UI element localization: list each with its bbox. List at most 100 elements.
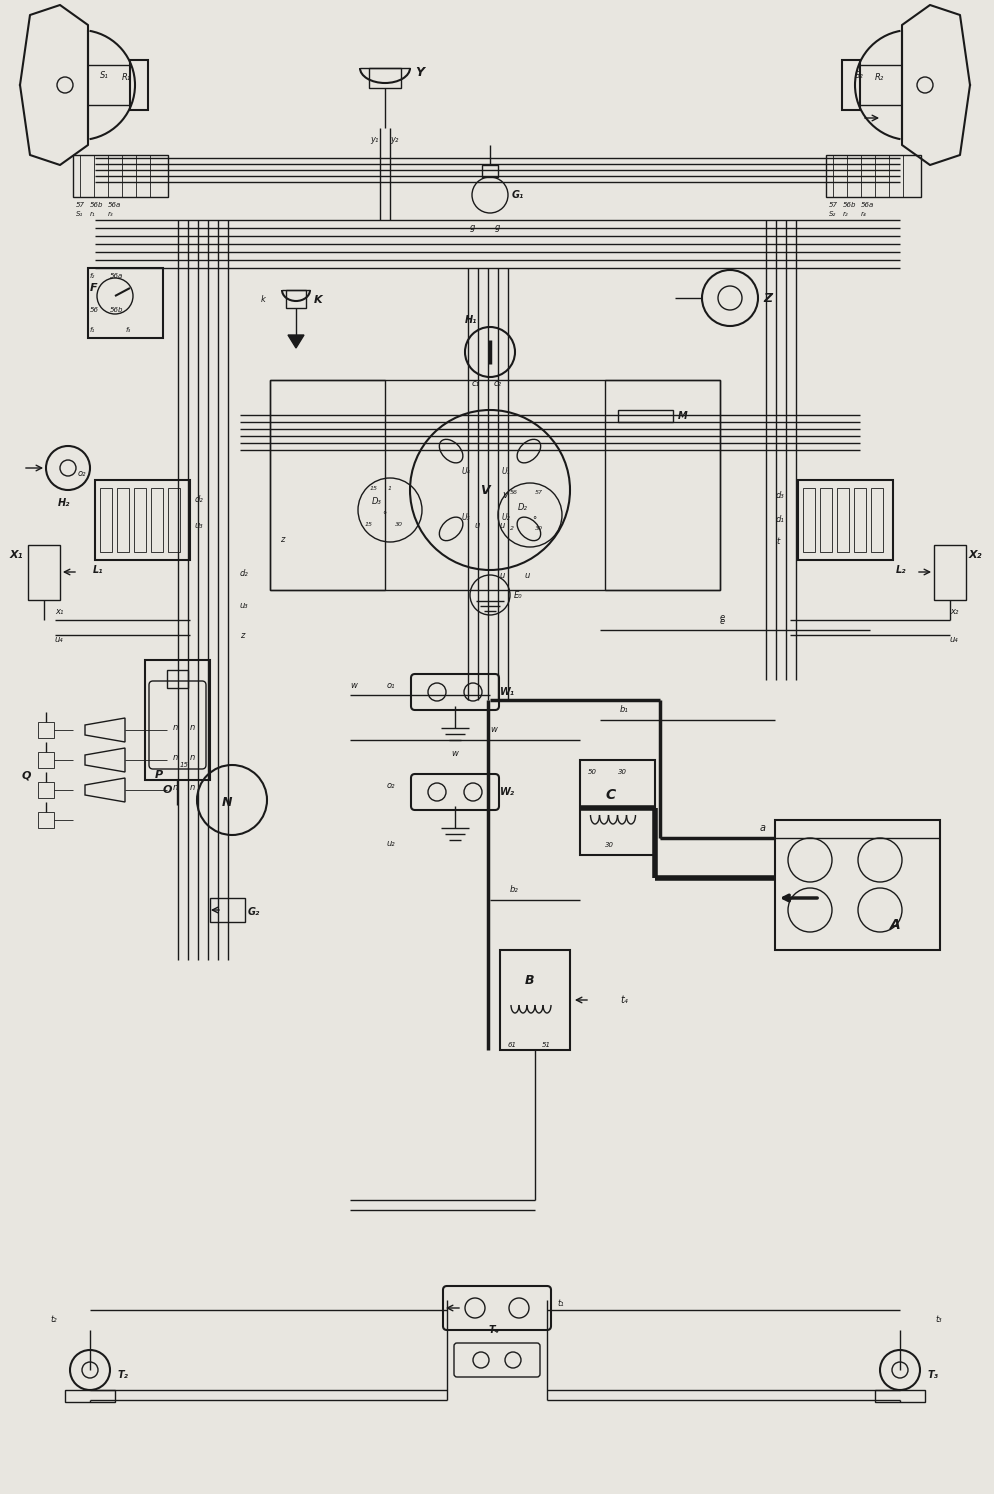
Text: R₂: R₂ — [875, 73, 885, 82]
Text: U₃: U₃ — [462, 514, 470, 523]
Text: D₃: D₃ — [372, 498, 382, 506]
Text: 30: 30 — [535, 526, 543, 532]
Text: Z: Z — [763, 291, 772, 305]
Bar — [369, 69, 401, 88]
Text: e: e — [720, 614, 726, 623]
Text: x₁: x₁ — [55, 608, 64, 617]
Text: d₁: d₁ — [776, 515, 784, 524]
Text: H₂: H₂ — [58, 498, 71, 508]
Text: b₂: b₂ — [510, 886, 519, 895]
Bar — [826, 155, 921, 197]
Text: S₁: S₁ — [76, 211, 83, 217]
Text: r₃: r₃ — [108, 211, 113, 217]
Text: T₄: T₄ — [489, 1325, 500, 1336]
Text: t₁: t₁ — [557, 1298, 564, 1307]
Text: u₃: u₃ — [195, 520, 204, 529]
Text: 56: 56 — [510, 490, 518, 496]
Bar — [803, 489, 815, 551]
Text: Q: Q — [22, 769, 32, 780]
Text: Y: Y — [415, 67, 424, 79]
Text: v: v — [502, 490, 508, 500]
Bar — [38, 722, 54, 738]
Bar — [580, 760, 655, 855]
Text: n: n — [190, 723, 195, 732]
Text: U₂: U₂ — [502, 514, 511, 523]
Text: U₁: U₁ — [502, 468, 511, 477]
Text: T₃: T₃ — [928, 1370, 939, 1380]
Bar — [842, 60, 860, 111]
Text: °: ° — [382, 511, 387, 520]
Text: u: u — [475, 520, 480, 529]
Text: n: n — [173, 723, 178, 732]
Text: 15: 15 — [370, 486, 378, 490]
Text: 57: 57 — [76, 202, 85, 208]
Text: u: u — [500, 520, 505, 529]
Text: G₁: G₁ — [512, 190, 524, 200]
Text: u₄: u₄ — [950, 635, 958, 644]
Text: M: M — [678, 411, 688, 421]
Text: w: w — [490, 726, 497, 735]
Text: f₂: f₂ — [90, 273, 95, 279]
Bar — [820, 489, 832, 551]
Text: 56a: 56a — [110, 273, 123, 279]
Text: d₃: d₃ — [776, 490, 784, 499]
Text: u₃: u₃ — [240, 601, 248, 610]
Text: g: g — [470, 223, 475, 232]
Bar — [618, 409, 673, 421]
Text: X₂: X₂ — [969, 550, 982, 560]
Text: 57: 57 — [535, 490, 543, 496]
Text: r₁: r₁ — [90, 211, 95, 217]
Text: o₂: o₂ — [387, 781, 396, 790]
Text: T₂: T₂ — [118, 1370, 129, 1380]
Text: o₁: o₁ — [387, 681, 396, 690]
Text: 15: 15 — [180, 762, 189, 768]
Bar — [167, 669, 188, 689]
Text: 56a: 56a — [861, 202, 875, 208]
Text: 56b: 56b — [90, 202, 103, 208]
Text: n: n — [173, 753, 178, 762]
Text: E₀: E₀ — [514, 590, 523, 599]
Text: n: n — [173, 783, 178, 792]
Text: W₁: W₁ — [500, 687, 515, 698]
Bar — [775, 820, 940, 950]
Text: e: e — [720, 617, 726, 626]
Text: u₄: u₄ — [55, 635, 64, 644]
Bar — [151, 489, 163, 551]
Text: r₄: r₄ — [861, 211, 867, 217]
Text: R₁: R₁ — [122, 73, 131, 82]
Text: w: w — [350, 680, 357, 690]
Text: B: B — [525, 974, 535, 986]
Text: c₂: c₂ — [494, 379, 502, 388]
Text: 56: 56 — [90, 306, 99, 314]
Text: y₁: y₁ — [370, 136, 379, 145]
Text: 1: 1 — [388, 486, 392, 490]
Bar — [605, 379, 720, 590]
Text: S₁: S₁ — [100, 70, 108, 79]
Text: a: a — [760, 823, 766, 834]
Text: f₁: f₁ — [90, 327, 95, 333]
Bar — [73, 155, 168, 197]
Text: V: V — [480, 484, 490, 496]
Bar — [286, 290, 306, 308]
Text: N: N — [222, 795, 233, 808]
Polygon shape — [288, 335, 304, 348]
Bar — [145, 660, 210, 780]
Text: 56a: 56a — [108, 202, 121, 208]
Bar — [798, 480, 893, 560]
Text: n: n — [190, 783, 195, 792]
Bar — [837, 489, 849, 551]
Bar — [100, 489, 112, 551]
Text: 61: 61 — [508, 1041, 517, 1047]
Text: 30: 30 — [618, 769, 627, 775]
Bar — [270, 379, 385, 590]
Bar — [95, 480, 190, 560]
Text: 57: 57 — [829, 202, 838, 208]
Text: L₁: L₁ — [93, 565, 103, 575]
Text: C: C — [605, 787, 615, 802]
Text: 56b: 56b — [110, 306, 123, 314]
Text: 2: 2 — [510, 526, 514, 532]
Text: D₂: D₂ — [518, 502, 528, 511]
Text: F: F — [90, 282, 97, 293]
Text: O: O — [163, 784, 173, 795]
Text: r₂: r₂ — [843, 211, 849, 217]
